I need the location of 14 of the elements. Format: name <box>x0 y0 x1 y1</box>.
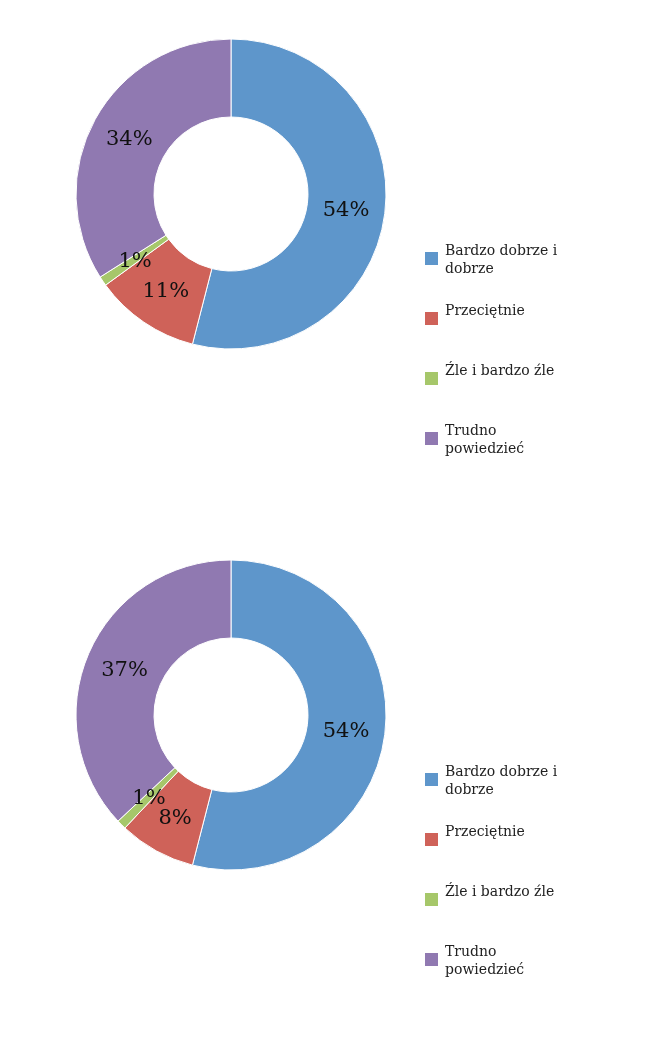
legend-label: Przeciętnie <box>445 302 525 318</box>
data-label: 37% <box>101 657 148 682</box>
legend-label: Bardzo dobrze i dobrze <box>445 763 558 798</box>
legend-label: Źle i bardzo źle <box>445 361 555 378</box>
legend-label: Trudno powiedzieć <box>445 943 525 978</box>
data-label: 54% <box>322 196 370 221</box>
data-label: 11% <box>142 278 190 303</box>
data-label: 54% <box>322 717 370 742</box>
legend-label: Źle i bardzo źle <box>445 882 555 899</box>
legend-label: Bardzo dobrze i dobrze <box>445 242 558 277</box>
legend-label: Przeciętnie <box>445 823 525 839</box>
legend-label: Trudno powiedzieć <box>445 422 525 457</box>
data-label: 34% <box>106 126 153 151</box>
data-label: 8% <box>158 805 192 829</box>
